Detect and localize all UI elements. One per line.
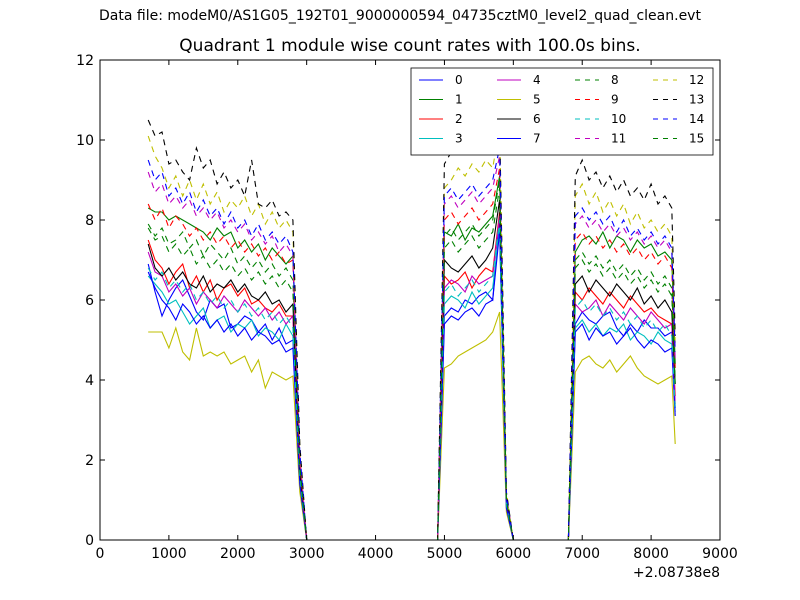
series-line-14 bbox=[147, 147, 676, 541]
series-line-0 bbox=[147, 219, 676, 541]
legend-label-15: 15 bbox=[689, 132, 704, 146]
legend-label-4: 4 bbox=[533, 73, 541, 87]
legend-label-9: 9 bbox=[611, 93, 619, 107]
y-tick-label: 2 bbox=[85, 453, 94, 469]
y-tick-label: 12 bbox=[76, 53, 94, 69]
y-tick-label: 8 bbox=[85, 213, 94, 229]
series-line-9 bbox=[147, 167, 676, 541]
y-tick-label: 0 bbox=[85, 533, 94, 549]
series-line-2 bbox=[147, 211, 676, 541]
series-line-4 bbox=[147, 215, 676, 541]
series-layer bbox=[147, 119, 676, 541]
legend-label-10: 10 bbox=[611, 112, 626, 126]
series-line-6 bbox=[147, 199, 676, 541]
x-tick-label: 1000 bbox=[151, 546, 187, 562]
series-line-12 bbox=[147, 127, 676, 541]
legend-label-12: 12 bbox=[689, 73, 704, 87]
legend-label-2: 2 bbox=[455, 112, 463, 126]
legend-label-8: 8 bbox=[611, 73, 619, 87]
x-tick-label: 5000 bbox=[427, 546, 463, 562]
series-line-3 bbox=[147, 227, 676, 541]
legend-box bbox=[410, 67, 714, 156]
series-line-10 bbox=[147, 219, 676, 541]
y-tick-label: 6 bbox=[85, 293, 94, 309]
legend-label-7: 7 bbox=[533, 132, 541, 146]
x-tick-label: 6000 bbox=[496, 546, 532, 562]
x-tick-label: 7000 bbox=[564, 546, 600, 562]
legend-label-11: 11 bbox=[611, 132, 626, 146]
series-line-13 bbox=[147, 119, 676, 541]
x-tick-label: 4000 bbox=[358, 546, 394, 562]
series-line-5 bbox=[148, 311, 676, 541]
series-line-11 bbox=[147, 155, 676, 541]
data-file-header: Data file: modeM0/AS1G05_192T01_90000005… bbox=[99, 8, 701, 24]
legend-label-1: 1 bbox=[455, 93, 463, 107]
legend-label-5: 5 bbox=[533, 93, 541, 107]
series-line-8 bbox=[147, 179, 676, 541]
x-offset-label: +2.08738e8 bbox=[633, 565, 720, 581]
chart-title: Quadrant 1 module wise count rates with … bbox=[179, 36, 641, 56]
x-tick-label: 3000 bbox=[289, 546, 325, 562]
y-tick-label: 10 bbox=[76, 133, 94, 149]
legend-label-0: 0 bbox=[455, 73, 463, 87]
legend-label-3: 3 bbox=[455, 132, 463, 146]
y-tick-label: 4 bbox=[85, 373, 94, 389]
series-line-7 bbox=[147, 231, 676, 541]
x-tick-label: 8000 bbox=[633, 546, 669, 562]
x-tick-label: 0 bbox=[96, 546, 105, 562]
legend-label-13: 13 bbox=[689, 93, 704, 107]
tick-layer: 0 1000 2000 3000 4000 5000 6000 7000 8000 9000 0 2 4… bbox=[76, 53, 738, 562]
x-tick-label: 9000 bbox=[702, 546, 738, 562]
series-line-1 bbox=[147, 175, 676, 541]
x-tick-label: 2000 bbox=[220, 546, 256, 562]
legend-label-14: 14 bbox=[689, 112, 704, 126]
series-line-15 bbox=[147, 187, 676, 541]
legend-label-6: 6 bbox=[533, 112, 541, 126]
